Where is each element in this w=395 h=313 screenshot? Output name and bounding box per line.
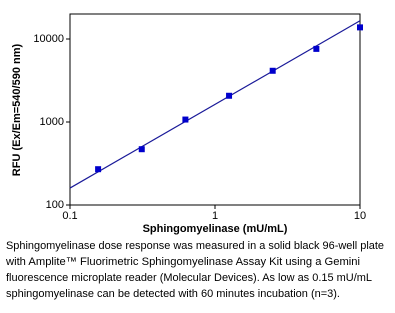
caption-line: with Amplite™ Fluorimetric Sphingomyelin…: [5, 256, 360, 268]
data-point: [269, 67, 276, 74]
x-tick-label: 10: [354, 210, 366, 222]
y-axis-label: RFU (Ex/Em=540/590 nm): [11, 43, 23, 176]
plot-frame: [69, 13, 361, 206]
data-point: [313, 45, 320, 52]
fit-line: [69, 20, 361, 189]
y-tick-label: 10000: [33, 33, 64, 45]
x-tick-label: 1: [212, 210, 218, 222]
x-axis-label: Sphingomyelinase (mU/mL): [143, 223, 288, 235]
caption-line: Sphingomyelinase dose response was measu…: [6, 240, 384, 252]
data-point: [95, 166, 102, 173]
data-point: [138, 146, 145, 153]
data-point: [357, 24, 363, 31]
data-point: [226, 92, 233, 99]
caption-line: sphingomyelinase can be detected with 60…: [6, 288, 340, 300]
y-tick-label: 1000: [40, 116, 64, 128]
y-tick-label: 100: [46, 199, 64, 211]
x-tick-label: 0.1: [62, 210, 77, 222]
data-point: [182, 116, 189, 123]
caption-line: fluorescence microplate reader (Molecula…: [6, 272, 372, 284]
